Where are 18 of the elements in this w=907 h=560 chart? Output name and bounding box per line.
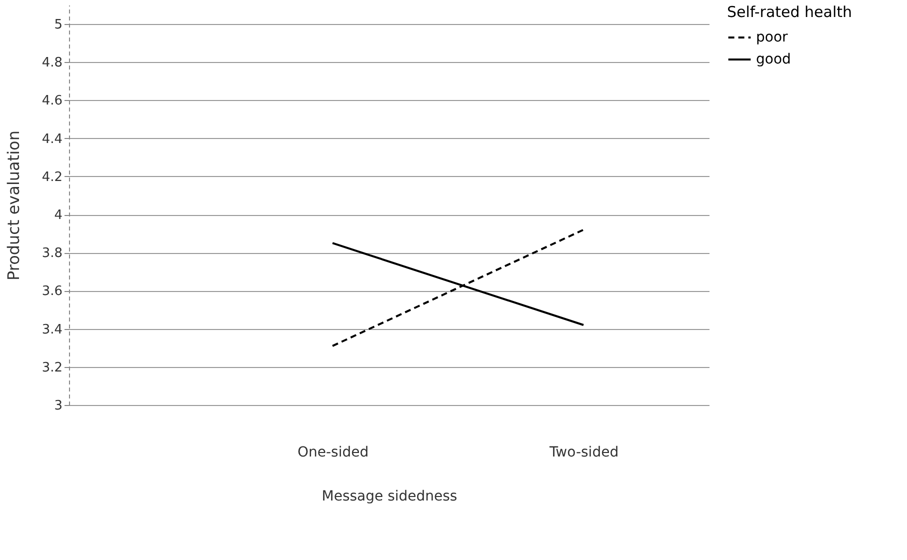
legend-label: good xyxy=(756,52,791,68)
x-tick-label: Two-sided xyxy=(548,444,619,460)
y-tick-label: 3.8 xyxy=(42,246,62,262)
y-tick-label: 3.2 xyxy=(42,360,62,376)
y-tick-label: 5 xyxy=(54,18,62,33)
y-tick-label: 3.6 xyxy=(42,284,62,300)
y-tick-label: 3 xyxy=(54,398,62,414)
legend-label: poor xyxy=(756,30,788,46)
legend-title: Self-rated health xyxy=(727,3,852,21)
y-tick-label: 4.8 xyxy=(42,56,62,71)
y-tick-label: 4.6 xyxy=(42,94,62,109)
x-axis-title: Message sidedness xyxy=(322,488,458,504)
y-tick-label: 4.2 xyxy=(42,170,62,185)
x-tick-label: One-sided xyxy=(297,444,369,460)
y-axis-title: Product evaluation xyxy=(4,130,23,280)
y-tick-label: 3.4 xyxy=(42,322,62,338)
y-tick-label: 4 xyxy=(54,208,62,224)
y-tick-label: 4.4 xyxy=(42,132,62,147)
